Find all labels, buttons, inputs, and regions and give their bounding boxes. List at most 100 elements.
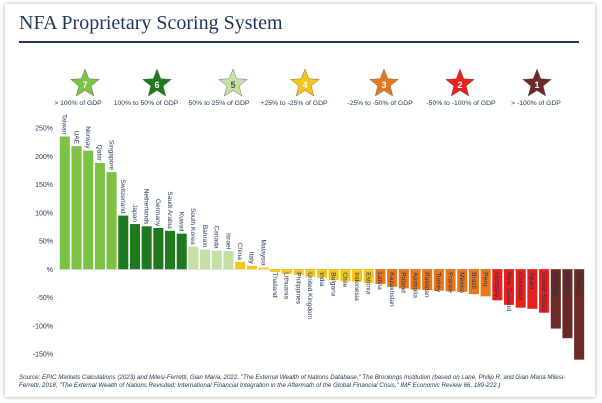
score-star-number: 2 xyxy=(457,80,462,90)
bar xyxy=(445,269,456,292)
y-tick-label: -50% xyxy=(37,295,53,302)
bar xyxy=(118,215,129,270)
score-star-icon xyxy=(522,68,552,97)
bar xyxy=(211,250,222,270)
score-star-number: 7 xyxy=(82,80,87,90)
category-label: Poland xyxy=(400,272,407,293)
bar xyxy=(410,269,421,290)
y-tick-label: 200% xyxy=(35,154,53,161)
category-label: Mexico xyxy=(458,272,465,293)
bar xyxy=(328,269,339,280)
category-label: Qatar xyxy=(96,145,103,162)
bar xyxy=(281,269,292,274)
category-label: UAE xyxy=(72,131,79,145)
category-label: Kuwait xyxy=(178,212,185,232)
score-range-label: -50% to -100% of GDP xyxy=(426,100,496,107)
bar xyxy=(141,226,152,270)
score-range-label: > -100% of GDP xyxy=(511,100,561,107)
category-label: Germany xyxy=(154,199,161,227)
bar xyxy=(515,269,526,308)
category-label: Malaysia xyxy=(259,240,266,266)
bar xyxy=(293,269,304,275)
category-label: China xyxy=(236,243,243,261)
category-label: Netherlands xyxy=(143,189,150,225)
category-label: Kazakhstan xyxy=(388,272,395,307)
category-label: Saudi Arabia xyxy=(166,191,173,229)
bar xyxy=(539,269,550,313)
category-label: France xyxy=(446,272,453,293)
score-star-icon xyxy=(142,68,172,97)
category-label: Norway xyxy=(84,126,91,149)
bar xyxy=(71,146,82,270)
y-tick-label: % xyxy=(47,267,53,274)
score-star-icon xyxy=(70,68,100,97)
category-label: United States xyxy=(540,272,547,312)
score-star-number: 4 xyxy=(302,80,307,90)
bar xyxy=(94,163,105,270)
score-star-icon xyxy=(218,68,248,97)
bar xyxy=(527,269,538,309)
score-star-number: 1 xyxy=(534,80,539,90)
score-range-label: 100% to 50% of GDP xyxy=(114,100,179,107)
bar xyxy=(468,269,479,295)
category-label: Portugal xyxy=(552,272,559,297)
category-label: Peru xyxy=(481,272,488,286)
category-label: Taiwan xyxy=(61,114,68,135)
category-label: Israel xyxy=(224,233,231,250)
bar xyxy=(363,269,374,283)
category-label: Ireland xyxy=(563,272,570,292)
bar xyxy=(176,233,187,270)
category-label: Latvia xyxy=(376,272,383,290)
category-label: Italy xyxy=(248,252,255,265)
category-label: Brazil xyxy=(470,272,477,289)
category-label: Lithuania xyxy=(283,272,290,299)
bar xyxy=(398,269,409,289)
category-label: Philippines xyxy=(294,272,301,305)
bar xyxy=(433,269,444,291)
y-tick-label: 100% xyxy=(35,210,53,217)
bar xyxy=(387,269,398,287)
bar xyxy=(129,224,140,270)
bar xyxy=(258,267,269,270)
category-label: Canada xyxy=(213,225,220,248)
category-label: Switzerland xyxy=(119,179,126,213)
y-tick-label: -150% xyxy=(33,352,53,359)
category-label: Hungary xyxy=(493,272,500,298)
bar xyxy=(235,261,246,270)
bar xyxy=(504,269,515,305)
score-range-label: 50% to 25% of GDP xyxy=(189,100,250,107)
bar xyxy=(457,269,468,292)
bar xyxy=(106,172,117,270)
category-label: India xyxy=(318,272,325,287)
y-tick-label: 250% xyxy=(35,126,53,133)
score-range-label: -25% to -50% of GDP xyxy=(347,100,413,107)
score-star-icon xyxy=(445,68,475,97)
bar xyxy=(492,269,503,301)
y-tick-label: 50% xyxy=(39,239,53,246)
category-label: New Zealand xyxy=(505,272,512,311)
category-label: Chile xyxy=(341,272,348,287)
bar xyxy=(246,265,257,270)
title-rule xyxy=(19,41,579,43)
bar xyxy=(165,230,176,270)
bar xyxy=(270,269,281,273)
bar xyxy=(200,249,211,270)
bar xyxy=(153,228,164,270)
score-star-icon xyxy=(290,68,320,97)
score-star-number: 6 xyxy=(154,80,159,90)
category-label: Estonia xyxy=(365,272,372,294)
bar xyxy=(340,269,351,282)
category-label: Thailand xyxy=(271,272,278,298)
category-label: Pakistan xyxy=(423,272,430,298)
bar xyxy=(316,269,328,278)
bar xyxy=(59,136,70,270)
y-tick-label: 150% xyxy=(35,182,53,189)
bar xyxy=(352,269,363,282)
category-label: Greece xyxy=(575,272,582,294)
category-label: United Kingdom xyxy=(306,272,313,319)
score-range-label: +25% to -25% of GDP xyxy=(260,100,328,107)
category-label: Singapore xyxy=(107,140,114,170)
score-star-icon xyxy=(369,68,399,97)
bar xyxy=(550,269,561,329)
